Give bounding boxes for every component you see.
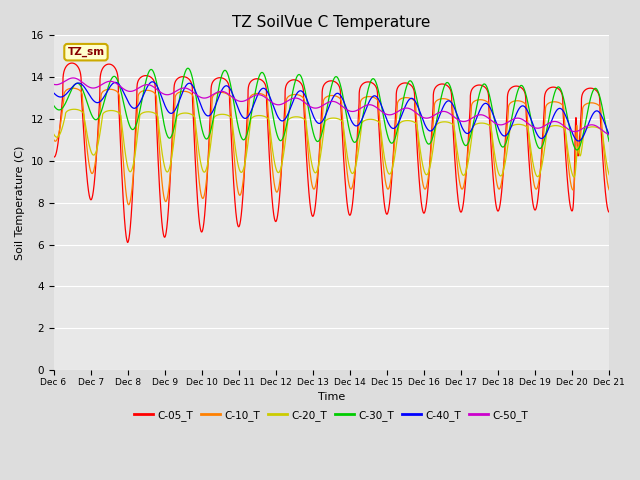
C-05_T [50,154,58,159]
C-50_T [605,132,613,137]
C-50_T [50,82,58,87]
C-05_T [456,207,463,213]
C-10_T [125,202,132,207]
C-20_T [570,174,578,180]
C-10_T [313,178,321,183]
C-20_T [575,149,583,155]
C-20_T [605,172,613,178]
C-50_T [582,124,589,130]
C-50_T [472,113,479,119]
C-10_T [472,98,479,104]
C-05_T [239,199,246,204]
C-30_T [573,147,580,153]
C-20_T [239,168,246,174]
C-05_T [68,60,76,66]
C-40_T [472,119,479,124]
C-30_T [582,118,589,123]
C-05_T [313,190,321,196]
C-05_T [575,144,583,150]
Text: TZ_sm: TZ_sm [67,47,104,57]
C-10_T [456,180,463,186]
C-40_T [239,114,246,120]
Line: C-10_T: C-10_T [54,88,609,204]
C-40_T [50,90,58,96]
C-30_T [50,102,58,108]
Title: TZ SoilVue C Temperature: TZ SoilVue C Temperature [232,15,431,30]
C-30_T [313,138,321,144]
Line: C-40_T: C-40_T [54,82,609,141]
C-30_T [605,139,613,144]
Line: C-30_T: C-30_T [54,68,609,150]
C-50_T [575,128,583,133]
C-40_T [456,119,463,125]
C-10_T [50,136,58,142]
C-20_T [472,121,479,127]
Legend: C-05_T, C-10_T, C-20_T, C-30_T, C-40_T, C-50_T: C-05_T, C-10_T, C-20_T, C-30_T, C-40_T, … [131,406,532,425]
C-20_T [456,163,463,168]
C-30_T [472,110,479,116]
Y-axis label: Soil Temperature (C): Soil Temperature (C) [15,145,25,260]
C-30_T [575,145,583,151]
C-05_T [582,86,589,92]
C-40_T [313,119,321,125]
C-40_T [575,138,582,144]
Line: C-20_T: C-20_T [54,109,609,177]
C-20_T [70,107,78,112]
C-40_T [575,138,583,144]
C-10_T [69,85,77,91]
C-30_T [456,127,463,133]
C-10_T [582,101,589,107]
C-10_T [239,183,246,189]
C-20_T [582,126,589,132]
C-05_T [472,83,479,89]
C-05_T [124,240,131,245]
C-50_T [239,98,246,104]
Line: C-50_T: C-50_T [54,78,609,134]
C-40_T [605,132,613,138]
C-10_T [605,187,613,192]
X-axis label: Time: Time [317,392,345,402]
C-20_T [313,169,321,175]
Line: C-05_T: C-05_T [54,63,609,242]
C-50_T [313,105,321,111]
C-50_T [456,118,463,123]
C-10_T [575,150,583,156]
C-20_T [50,131,58,137]
C-05_T [605,209,613,215]
C-30_T [239,136,246,142]
C-50_T [69,75,77,81]
C-40_T [582,128,589,133]
C-30_T [184,65,192,71]
C-40_T [148,79,156,84]
